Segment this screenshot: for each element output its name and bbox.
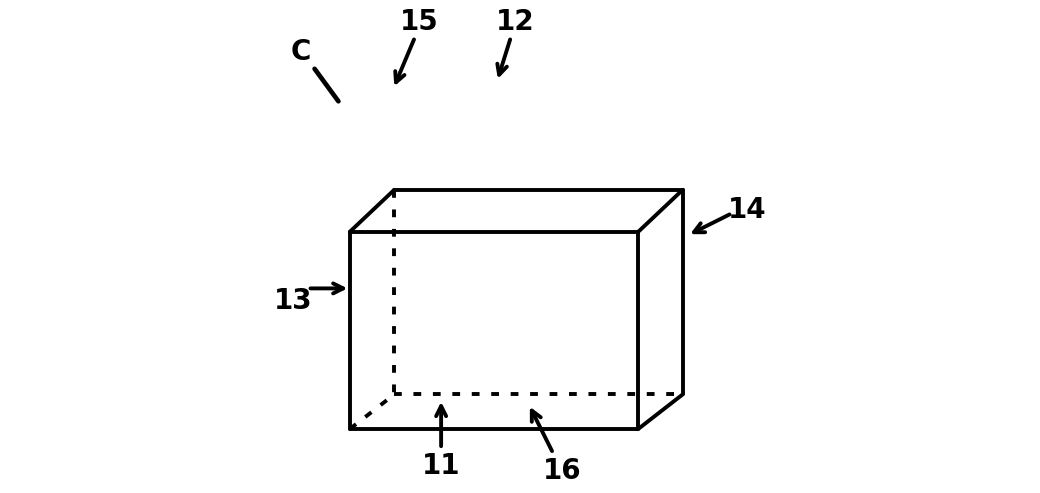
Text: 12: 12 [496, 8, 535, 36]
Text: 16: 16 [543, 457, 581, 485]
Text: 11: 11 [422, 452, 461, 480]
Text: 14: 14 [727, 196, 766, 223]
Text: C: C [290, 38, 311, 66]
Text: 13: 13 [274, 287, 313, 315]
Text: 15: 15 [399, 8, 438, 36]
